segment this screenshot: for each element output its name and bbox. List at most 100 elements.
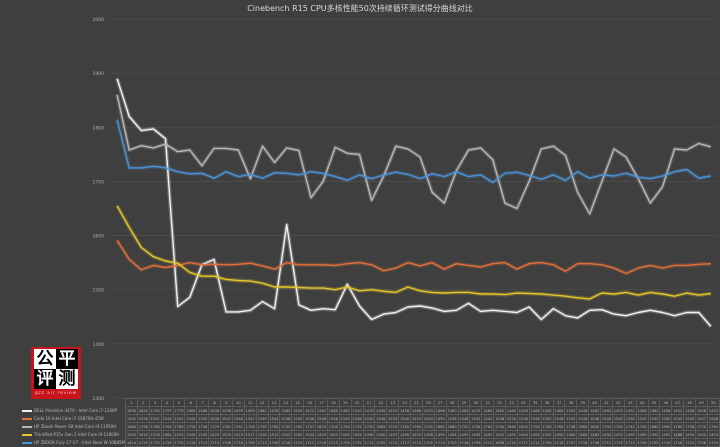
table-cell: 1860	[125, 422, 138, 431]
chart-title: Cinebench R15 CPU多核性能50次持续循环测试得分曲线对比	[247, 4, 473, 13]
table-cell: 1475	[469, 406, 483, 415]
table-cell: 1760	[540, 422, 554, 431]
table-cell: 1712	[362, 438, 376, 447]
table-cell: 1710	[386, 422, 400, 431]
table-cell: 1495	[398, 430, 412, 439]
table-cell: 1462	[255, 406, 269, 415]
table-cell: 1779	[172, 406, 186, 415]
table-cell: 1760	[611, 422, 625, 431]
table-cell: 1620	[291, 406, 305, 415]
table-cell: 1472	[303, 406, 317, 415]
table-cell: 1718	[231, 438, 245, 447]
table-header-cell: 2	[136, 398, 150, 407]
table-header-cell: 33	[505, 398, 518, 407]
logo-char-4: 测	[56, 369, 78, 389]
table-cell: 1698	[493, 438, 507, 447]
table-cell: 1704	[540, 438, 554, 447]
table-cell: 1717	[516, 438, 530, 447]
series-glow	[115, 204, 712, 301]
table-header-cell: 26	[421, 398, 435, 407]
table-cell: 1758	[196, 422, 210, 431]
table-cell: 1504	[303, 430, 317, 439]
table-cell: 1545	[160, 414, 174, 423]
table-cell: 1706	[588, 438, 602, 447]
table-cell: 1545	[184, 414, 198, 423]
table-cell: 1460	[481, 406, 495, 415]
table-cell: 1578	[148, 430, 162, 439]
table-cell: 1548	[706, 414, 720, 423]
table-cell: 1705	[421, 438, 435, 447]
table-cell: 1706	[267, 438, 281, 447]
table-cell: 1545	[683, 414, 697, 423]
table-cell: 1765	[552, 422, 566, 431]
table-cell: 1762	[291, 422, 305, 431]
table-header-cell: 18	[326, 398, 340, 407]
table-cell: 1542	[481, 414, 495, 423]
table-header-cell: 23	[386, 398, 400, 407]
legend-label: Code 10 Intel Core i7-10870H-45W	[22, 414, 127, 423]
table-cell: 1544	[421, 414, 435, 423]
legend-swatch	[22, 434, 32, 436]
table-header-cell: 34	[516, 398, 530, 407]
table-cell: 1458	[398, 406, 412, 415]
table-cell: 1546	[231, 414, 245, 423]
table-cell: 1549	[255, 414, 269, 423]
y-tick-label: 1600	[93, 234, 105, 240]
gridlines	[111, 18, 717, 399]
table-cell: 1505	[291, 430, 305, 439]
table-cell: 1548	[457, 414, 471, 423]
table-header-cell: 17	[315, 398, 328, 407]
table-cell: 1712	[303, 438, 317, 447]
table-cell: 1538	[279, 414, 293, 423]
table-cell: 1547	[243, 414, 257, 423]
table-cell: 1705	[374, 438, 388, 447]
legend-swatch	[22, 410, 32, 412]
table-cell: 1546	[552, 414, 566, 423]
table-cell: 1541	[172, 414, 186, 423]
y-tick-label: 1700	[93, 179, 105, 185]
table-cell: 1709	[445, 438, 459, 447]
table-cell: 1485	[576, 430, 590, 439]
legend-label: ThinkPad P15v Gen 2 Intel Core i9-11800H	[22, 430, 127, 439]
y-tick-label: 1500	[93, 288, 105, 294]
table-cell: 1463	[600, 406, 613, 415]
table-header-cell: 28	[445, 398, 459, 407]
table-cell: 1718	[576, 438, 590, 447]
series-line-3	[116, 205, 711, 300]
table-header-cell: 12	[255, 398, 269, 407]
table-cell: 1794	[148, 406, 162, 415]
table-cell: 1713	[255, 438, 269, 447]
table-cell: 1553	[172, 430, 186, 439]
table-cell: 1706	[695, 438, 708, 447]
table-cell: 1650	[516, 422, 530, 431]
table-cell: 1762	[160, 422, 174, 431]
table-cell: 1547	[695, 414, 708, 423]
table-cell: 1766	[148, 422, 162, 431]
table-cell: 1715	[505, 438, 518, 447]
table-cell: 1548	[350, 414, 364, 423]
table-cell: 1546	[326, 414, 340, 423]
table-cell: 1546	[374, 414, 388, 423]
table-cell: 1702	[564, 438, 578, 447]
table-cell: 1465	[552, 406, 566, 415]
table-cell: 1550	[291, 414, 305, 423]
table-cell: 1745	[421, 422, 435, 431]
table-cell: 1718	[184, 438, 198, 447]
table-cell: 1660	[445, 422, 459, 431]
table-cell: 1725	[148, 438, 162, 447]
table-header-cell: 13	[267, 398, 281, 407]
logo-char-1: 公	[34, 349, 56, 369]
table-header-cell: 3	[148, 398, 162, 407]
table-header-cell: 25	[410, 398, 423, 407]
table-cell: 1728	[160, 438, 174, 447]
table-cell: 1535	[386, 414, 400, 423]
table-cell: 1546	[600, 414, 613, 423]
table-cell: 1492	[481, 430, 495, 439]
table-cell: 1462	[647, 406, 661, 415]
table-cell: 1556	[220, 406, 233, 415]
table-cell: 1458	[516, 406, 530, 415]
table-cell: 1492	[659, 430, 673, 439]
table-header-cell: 10	[231, 398, 245, 407]
table-cell: 1615	[136, 430, 150, 439]
table-cell: 1548	[588, 414, 602, 423]
